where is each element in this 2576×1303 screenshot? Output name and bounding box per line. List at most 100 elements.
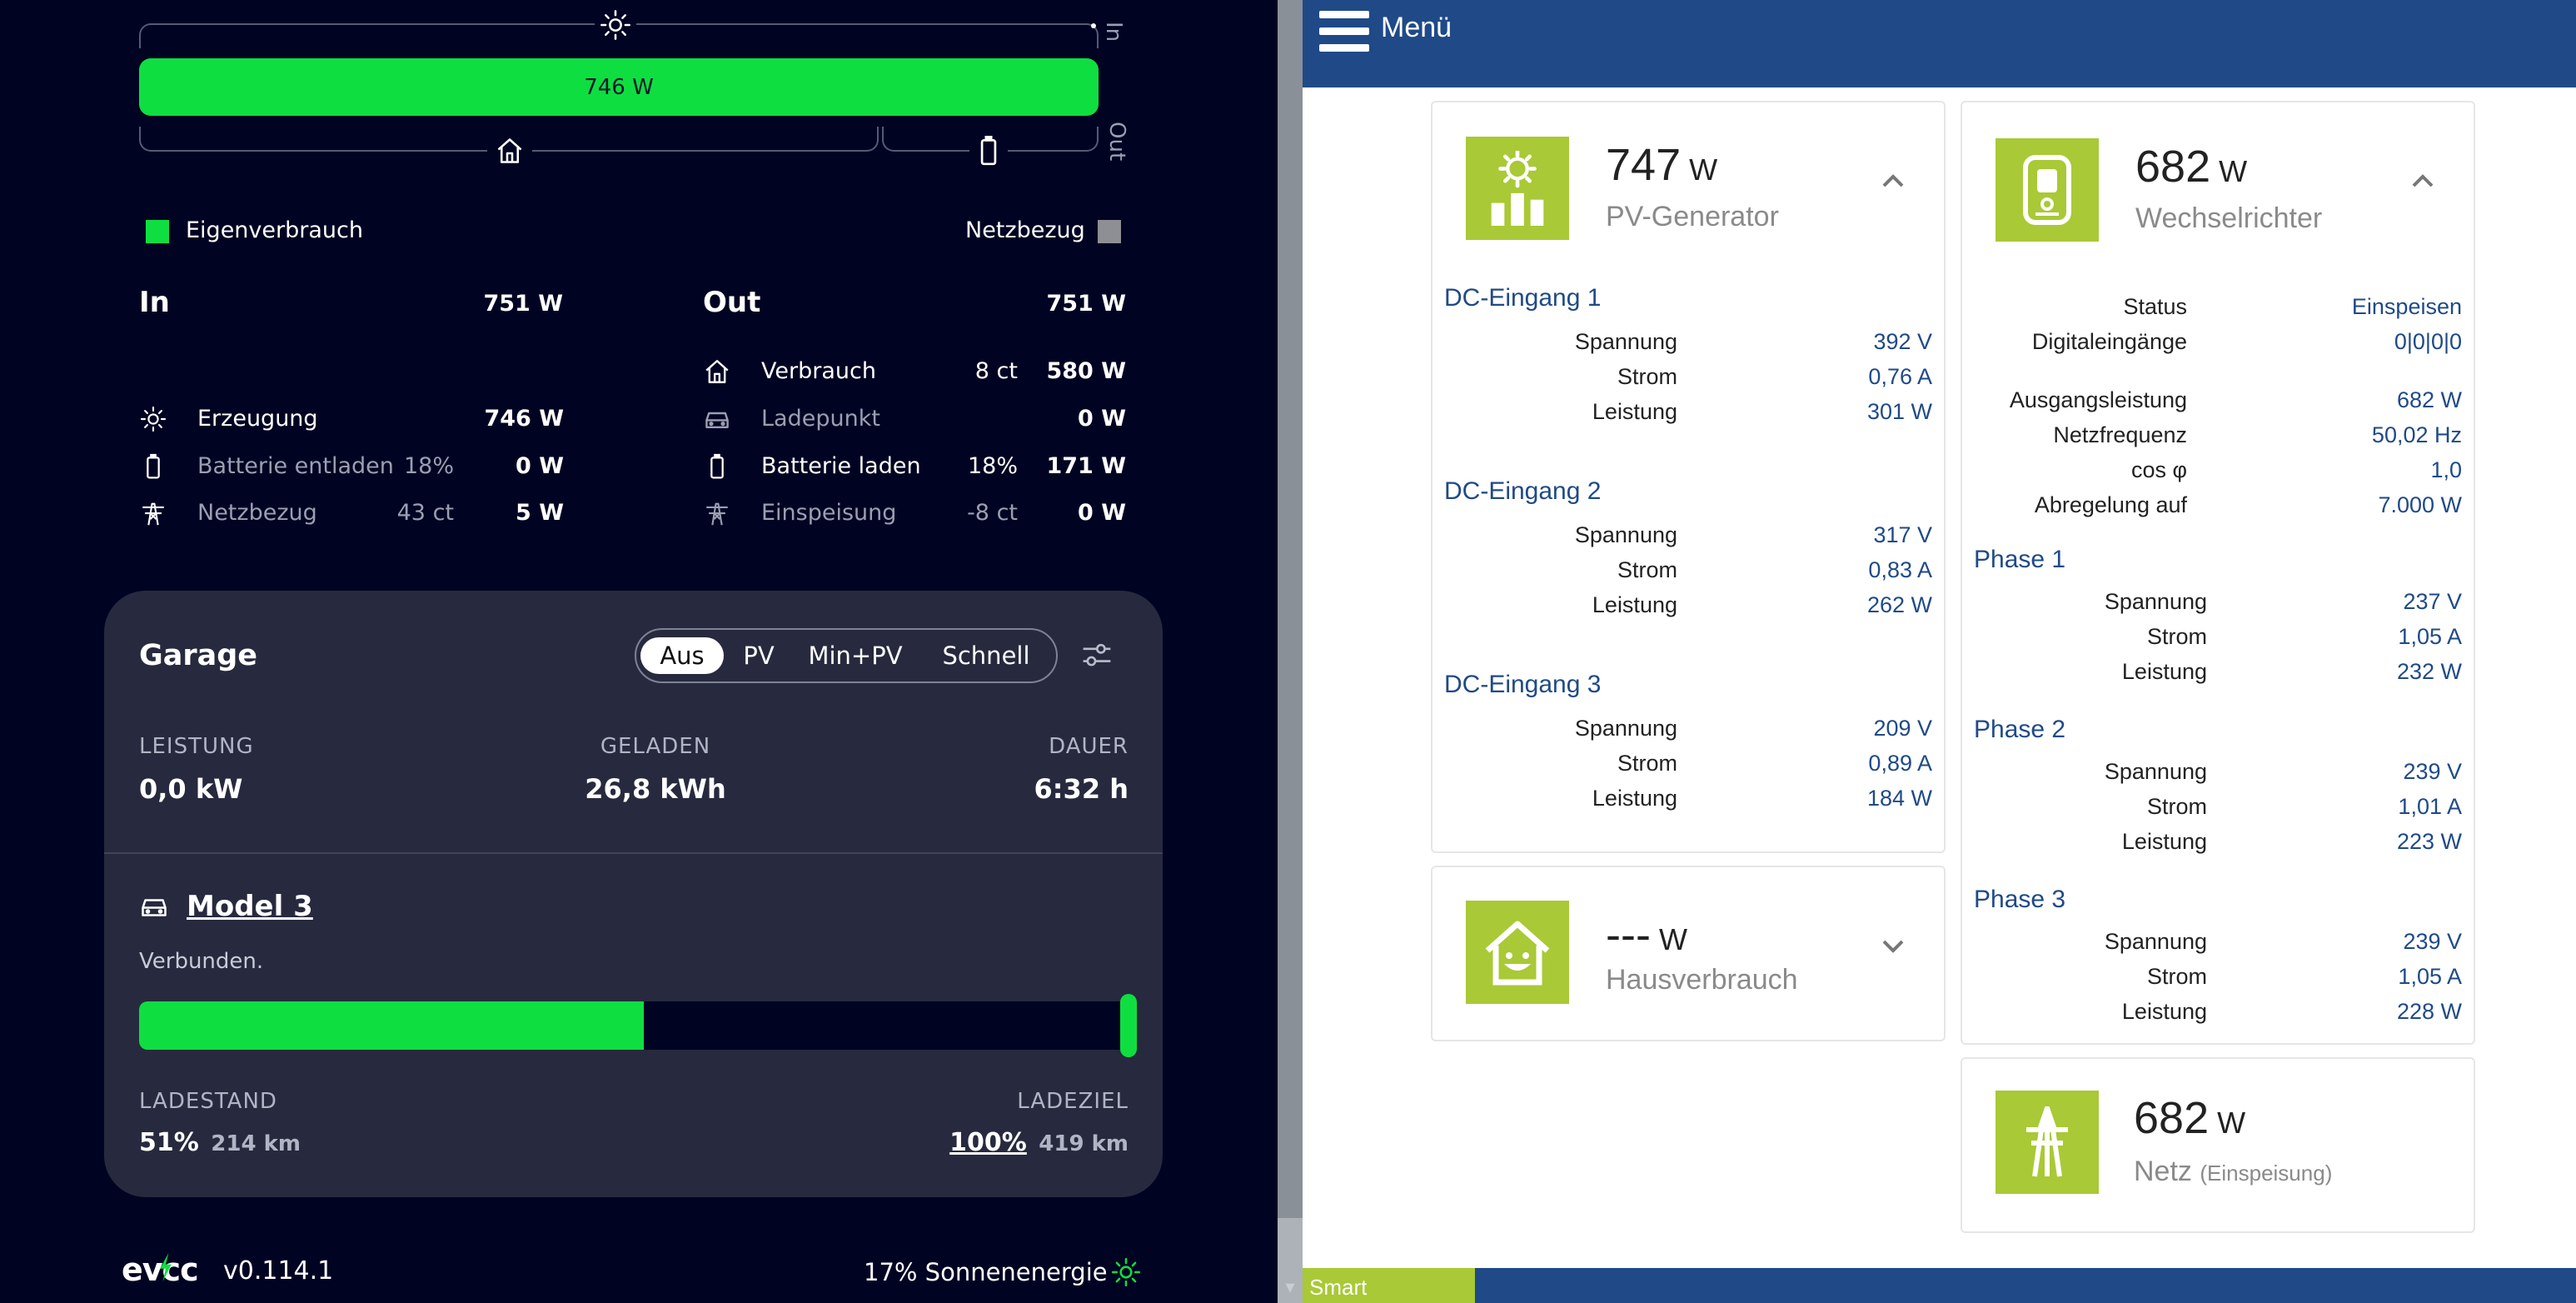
kv-key: Leistung (2121, 999, 2207, 1024)
chevron-up-icon[interactable] (2410, 172, 2435, 189)
duration-label: DAUER (1049, 734, 1129, 759)
kv-key: Strom (2146, 794, 2207, 819)
kv-key: Netzfrequenz (2053, 422, 2187, 447)
kv-value: 262 W (1866, 592, 1932, 617)
out-row-verbrauch: Verbrauch 8 ct 580 W (703, 354, 1126, 387)
grid-import-swatch (1098, 220, 1121, 243)
mode-aus-button[interactable]: Aus (640, 637, 724, 674)
inverter-label: Wechselrichter (2135, 202, 2323, 234)
kv-key: Strom (2146, 624, 2207, 649)
row-value: 580 W (1046, 357, 1126, 384)
kv-key: Leistung (1592, 786, 1677, 811)
mode-pv-button[interactable]: PV (743, 642, 775, 670)
soc-range: 214 km (211, 1131, 301, 1156)
energy-flow-bar: 746 W (139, 58, 1099, 116)
row-label: Einspeisung (761, 499, 897, 526)
soc-value: 51% (139, 1128, 199, 1157)
kv-value: 237 V (2403, 589, 2462, 614)
kv-value: 209 V (1873, 716, 1932, 741)
kv-key: Spannung (1574, 522, 1677, 547)
row-pct: 43 ct (396, 499, 454, 526)
kv-key: Leistung (1592, 399, 1677, 424)
kv-key: Spannung (1574, 329, 1677, 354)
kv-key: Abregelung auf (2034, 492, 2187, 517)
settings-sliders-icon[interactable] (1080, 641, 1114, 671)
sun-icon (139, 405, 167, 433)
kv-value: 232 W (2396, 659, 2462, 684)
row-label: Batterie laden (761, 452, 921, 479)
power-tower-icon (139, 499, 167, 527)
in-row-batterie: Batterie entladen 18% 0 W (139, 449, 564, 482)
loadpoint-title: Garage (139, 639, 258, 672)
chevron-up-icon[interactable] (1881, 172, 1906, 189)
scrollbar-thumb[interactable] (1278, 0, 1303, 1218)
in-row-netzbezug: Netzbezug 43 ct 5 W (139, 496, 564, 529)
kv-value: 1,05 A (2398, 964, 2462, 989)
car-icon (139, 894, 171, 921)
self-consumption-swatch (146, 220, 169, 243)
row-pct: 8 ct (974, 357, 1018, 384)
mode-minpv-button[interactable]: Min+PV (808, 642, 903, 670)
flow-in-dot (1091, 23, 1096, 28)
kv-value: 392 V (1873, 329, 1932, 354)
row-label: Batterie entladen (197, 452, 394, 479)
house-unit: W (1658, 922, 1687, 956)
row-pct: 18% (967, 452, 1018, 479)
scroll-down-arrow-icon[interactable]: ▾ (1285, 1277, 1295, 1298)
menu-label[interactable]: Menü (1381, 12, 1452, 43)
window-scrollbar[interactable]: ▾ (1278, 0, 1303, 1303)
target-value-link[interactable]: 100% (949, 1128, 1027, 1157)
charge-target-handle[interactable] (1120, 994, 1137, 1057)
pv-number: 747 (1606, 140, 1682, 190)
power-label: LEISTUNG (139, 734, 254, 759)
charged-value: 26,8 kWh (585, 773, 726, 805)
inverter-tile (1996, 138, 2099, 242)
pv-tile (1466, 137, 1569, 240)
kv-key: Spannung (2104, 929, 2207, 954)
row-value: 0 W (1078, 499, 1126, 526)
vehicle-name-link[interactable]: Model 3 (187, 890, 313, 923)
row-pct: -8 ct (967, 499, 1018, 526)
menu-hamburger-icon[interactable] (1319, 11, 1369, 52)
grid-value: 682 W (2134, 1092, 2245, 1144)
smart-tab[interactable]: Smart (1303, 1268, 1475, 1303)
mode-schnell-button[interactable]: Schnell (942, 642, 1030, 670)
kv-value: 50,02 Hz (2371, 422, 2462, 447)
pv-label: PV-Generator (1606, 201, 1779, 232)
house-consumption-panel: --- W Hausverbrauch (1431, 866, 1946, 1041)
top-navbar: Menü (1303, 0, 2576, 87)
pv-value: 747 W (1606, 139, 1717, 191)
in-row-erzeugung: Erzeugung 746 W (139, 402, 564, 435)
grid-label: Netz (2134, 1156, 2192, 1187)
kv-value: 223 W (2396, 829, 2462, 854)
dc-input-2-title: DC-Eingang 2 (1444, 477, 1602, 505)
sun-icon (1111, 1257, 1141, 1287)
kv-key: cos φ (2130, 457, 2187, 482)
evcc-logo[interactable]: evcc (122, 1251, 199, 1288)
kv-key: Digitaleingänge (2031, 329, 2187, 354)
power-tower-icon (703, 499, 731, 527)
flow-in-label: In (1101, 22, 1126, 42)
out-title: Out (703, 286, 761, 319)
row-value: 171 W (1046, 452, 1126, 479)
row-value: 746 W (484, 405, 564, 432)
logo-text: evcc (122, 1251, 199, 1288)
kv-value: 317 V (1873, 522, 1932, 547)
inverter-web-ui: Menü 747 W PV-Generator DC-Eingang 1 Span… (1303, 0, 2576, 1303)
row-value: 0 W (516, 452, 564, 479)
chevron-down-icon[interactable] (1881, 937, 1906, 954)
battery-icon (139, 452, 167, 481)
grid-label-row: Netz (Einspeisung) (2134, 1156, 2332, 1188)
kv-key: Strom (1617, 751, 1677, 776)
phase-3-title: Phase 3 (1974, 886, 2066, 913)
kv-key: Strom (1617, 364, 1677, 389)
pv-generator-panel: 747 W PV-Generator DC-Eingang 1 Spannung 3… (1431, 101, 1946, 853)
card-divider (104, 852, 1163, 854)
kv-value: 301 W (1866, 399, 1932, 424)
grid-import-label: Netzbezug (965, 217, 1085, 243)
logo-bolt-icon (158, 1253, 173, 1281)
pv-unit: W (1689, 152, 1718, 187)
kv-value: 228 W (2396, 999, 2462, 1024)
row-label: Erzeugung (197, 405, 318, 432)
charged-label: GELADEN (600, 734, 711, 759)
